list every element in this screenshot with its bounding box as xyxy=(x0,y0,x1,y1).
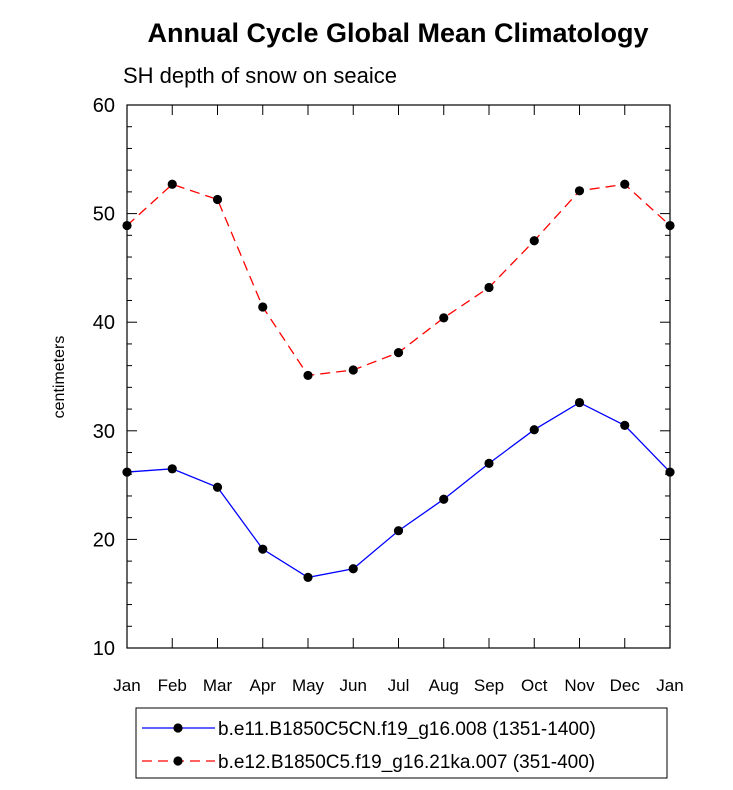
y-tick-label: 20 xyxy=(93,529,115,551)
series-1-point xyxy=(212,482,223,492)
series-1-point xyxy=(167,464,177,474)
series-1-point xyxy=(484,458,494,468)
chart-title: Annual Cycle Global Mean Climatology xyxy=(147,18,648,48)
legend-marker-1 xyxy=(173,723,183,733)
plot-area: 10 20 30 40 50 60 Jan Feb Mar Apr May Jun Jul Aug Sep O… xyxy=(93,95,684,695)
x-tick-label: Sep xyxy=(474,676,504,695)
series-1-point xyxy=(122,467,132,477)
series-1-point xyxy=(393,526,404,536)
y-tick-label: 30 xyxy=(93,421,115,443)
series-2-point xyxy=(122,220,132,231)
series-2-point xyxy=(167,179,177,189)
series-1-point xyxy=(303,572,313,583)
legend-marker-2 xyxy=(173,756,183,766)
x-tick-label: Nov xyxy=(564,676,595,695)
y-axis-label: centimeters xyxy=(51,336,68,419)
series-2-point xyxy=(439,313,449,323)
series-2-point xyxy=(484,282,494,293)
series-1-point xyxy=(348,564,358,574)
series-2-point xyxy=(574,186,585,196)
legend: b.e11.B1850C5CN.f19_g16.008 (1351-1400) b… xyxy=(135,707,668,779)
y-tick-label: 50 xyxy=(93,204,115,226)
series-2-point xyxy=(303,370,313,381)
x-tick-label: Feb xyxy=(158,676,187,695)
x-tick-label: Apr xyxy=(250,676,277,695)
series-line-1 xyxy=(126,401,671,579)
series-1-point xyxy=(529,425,539,435)
y-tick-label: 60 xyxy=(93,95,115,117)
x-tick-label: Jan xyxy=(113,676,140,695)
y-tick-label: 10 xyxy=(93,638,115,660)
series-line-2 xyxy=(126,183,671,377)
series-2-point xyxy=(393,348,404,358)
x-tick-label: May xyxy=(292,676,325,695)
x-tick-label: Oct xyxy=(521,676,548,695)
x-tick-label: Jun xyxy=(340,676,367,695)
series-2-point xyxy=(258,302,268,312)
series-1-point xyxy=(574,397,585,408)
y-tick-label: 40 xyxy=(93,312,115,334)
legend-entry-2: b.e12.B1850C5.f19_g16.21ka.007 (351-400) xyxy=(218,752,595,773)
series-1-point xyxy=(620,420,630,430)
series-2-point xyxy=(212,194,223,205)
x-tick-label: Jan xyxy=(656,676,683,695)
legend-entry-1: b.e11.B1850C5CN.f19_g16.008 (1351-1400) xyxy=(218,719,596,740)
series-1-point xyxy=(439,494,449,504)
chart-subtitle: SH depth of snow on seaice xyxy=(123,63,397,88)
series-2-point xyxy=(665,220,675,231)
x-tick-label: Dec xyxy=(610,676,641,695)
plot-frame xyxy=(126,104,671,649)
x-tick-label: Jul xyxy=(388,676,410,695)
x-tick-label: Mar xyxy=(203,676,233,695)
legend-box xyxy=(135,707,668,779)
series-2-point xyxy=(529,236,539,246)
series-2-point xyxy=(348,365,358,375)
series-2-point xyxy=(620,179,630,189)
series-1-point xyxy=(665,467,675,477)
x-tick-label: Aug xyxy=(429,676,459,695)
series-1-point xyxy=(258,544,268,554)
